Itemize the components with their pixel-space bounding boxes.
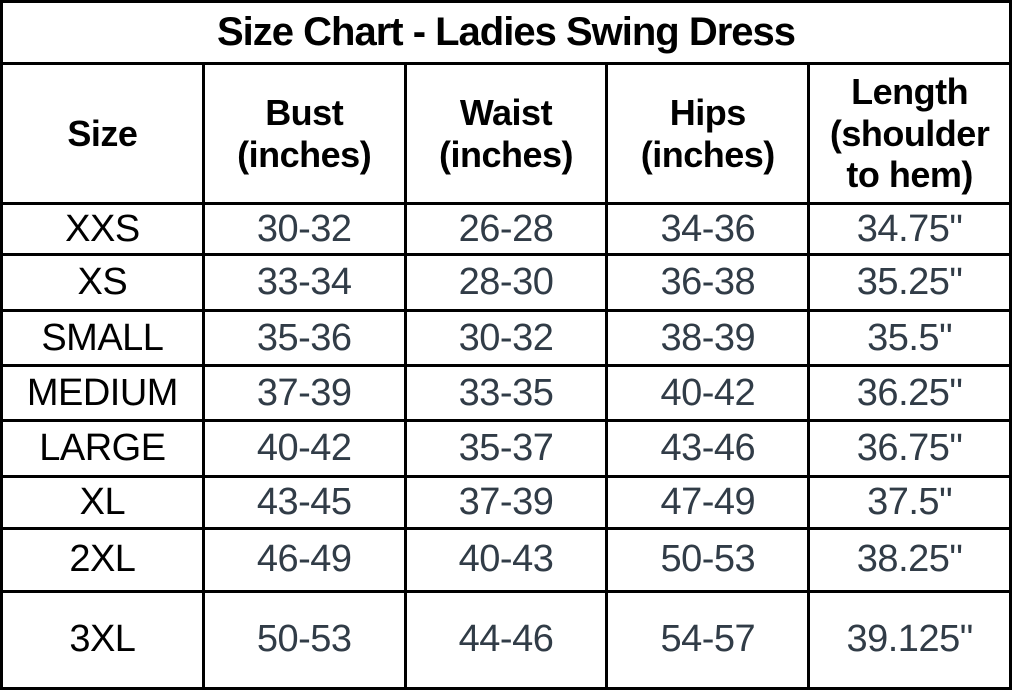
bust-value: 43-45 [201, 474, 407, 530]
table-row-xxs: XXS 30-32 26-28 34-36 34.75" [0, 201, 1012, 257]
bust-value: 50-53 [201, 589, 407, 690]
waist-value: 28-30 [403, 253, 609, 313]
column-header-waist: Waist (inches) [403, 62, 609, 205]
size-label: SMALL [0, 309, 205, 368]
bust-value: 35-36 [201, 309, 407, 368]
length-value: 36.75" [807, 419, 1012, 478]
size-label: MEDIUM [0, 364, 205, 423]
size-label: XS [0, 253, 205, 313]
length-value: 35.25" [807, 253, 1012, 313]
table-row-2xl: 2XL 46-49 40-43 50-53 38.25" [0, 526, 1012, 593]
size-label: 2XL [0, 526, 205, 593]
hips-value: 43-46 [605, 419, 811, 478]
column-header-bust: Bust (inches) [201, 62, 407, 205]
hips-value: 47-49 [605, 474, 811, 530]
waist-value: 40-43 [403, 526, 609, 593]
size-label: XXS [0, 201, 205, 257]
waist-value: 33-35 [403, 364, 609, 423]
waist-value: 35-37 [403, 419, 609, 478]
waist-value: 26-28 [403, 201, 609, 257]
table-row-large: LARGE 40-42 35-37 43-46 36.75" [0, 419, 1012, 478]
table-row-medium: MEDIUM 37-39 33-35 40-42 36.25" [0, 364, 1012, 423]
hips-value: 50-53 [605, 526, 811, 593]
hips-value: 40-42 [605, 364, 811, 423]
table-row-small: SMALL 35-36 30-32 38-39 35.5" [0, 309, 1012, 368]
bust-value: 30-32 [201, 201, 407, 257]
title-row: Size Chart - Ladies Swing Dress [0, 0, 1012, 65]
column-header-length: Length (shoulder to hem) [807, 62, 1012, 205]
hips-value: 36-38 [605, 253, 811, 313]
bust-value: 46-49 [201, 526, 407, 593]
table-row-xl: XL 43-45 37-39 47-49 37.5" [0, 474, 1012, 530]
size-label: XL [0, 474, 205, 530]
waist-value: 44-46 [403, 589, 609, 690]
waist-value: 30-32 [403, 309, 609, 368]
length-value: 39.125" [807, 589, 1012, 690]
page-title: Size Chart - Ladies Swing Dress [0, 0, 1012, 65]
size-label: LARGE [0, 419, 205, 478]
table-row-3xl: 3XL 50-53 44-46 54-57 39.125" [0, 589, 1012, 690]
length-value: 35.5" [807, 309, 1012, 368]
length-value: 36.25" [807, 364, 1012, 423]
size-label: 3XL [0, 589, 205, 690]
length-value: 37.5" [807, 474, 1012, 530]
length-value: 34.75" [807, 201, 1012, 257]
column-header-row: Size Bust (inches) Waist (inches) Hips (… [0, 62, 1012, 205]
column-header-size: Size [0, 62, 205, 205]
bust-value: 40-42 [201, 419, 407, 478]
table-row-xs: XS 33-34 28-30 36-38 35.25" [0, 253, 1012, 313]
bust-value: 33-34 [201, 253, 407, 313]
length-value: 38.25" [807, 526, 1012, 593]
hips-value: 34-36 [605, 201, 811, 257]
column-header-hips: Hips (inches) [605, 62, 811, 205]
bust-value: 37-39 [201, 364, 407, 423]
hips-value: 54-57 [605, 589, 811, 690]
hips-value: 38-39 [605, 309, 811, 368]
waist-value: 37-39 [403, 474, 609, 530]
